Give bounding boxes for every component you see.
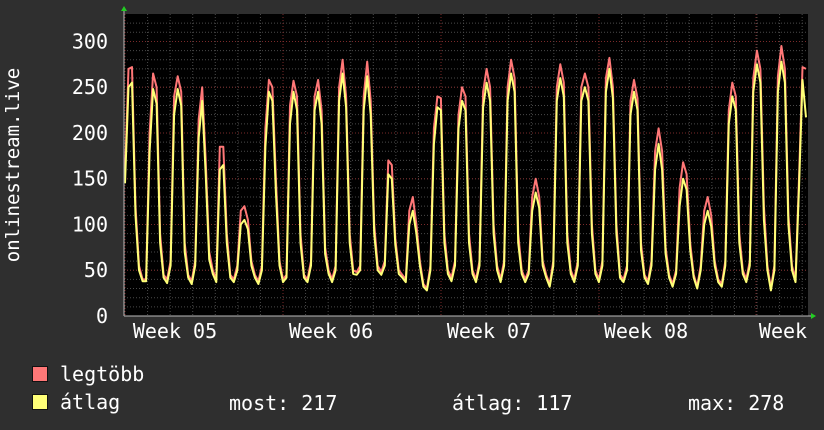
y-tick-label: 200 <box>72 121 108 145</box>
x-tick-label: Week 07 <box>447 319 531 343</box>
x-tick-label: Week 06 <box>289 319 373 343</box>
y-tick-label: 150 <box>72 167 108 191</box>
legend-item-avg: átlag <box>32 390 121 414</box>
y-tick-label: 250 <box>72 75 108 99</box>
axes <box>121 6 816 319</box>
legend-item-max: legtöbb <box>32 362 145 386</box>
tick-labels: 0 50 100 150 200 250 300 Week 05 Week 06 Week 07 W… <box>72 29 807 343</box>
stat-current: most: 217 <box>229 391 338 415</box>
legend-swatch-avg <box>32 394 48 410</box>
y-tick-label: 50 <box>84 258 108 282</box>
y-tick-label: 100 <box>72 212 108 236</box>
x-tick-label: Week 08 <box>604 319 688 343</box>
grid <box>124 14 808 316</box>
x-tick-label: Week 05 <box>133 319 217 343</box>
y-axis-label: onlinestream.live <box>2 68 24 262</box>
y-tick-label: 300 <box>72 29 108 53</box>
legend-swatch-max <box>32 366 48 382</box>
y-tick-label: 0 <box>96 304 108 328</box>
legend-label-avg: átlag <box>60 390 121 414</box>
legend-label-max: legtöbb <box>60 362 145 386</box>
x-axis-arrow <box>811 313 816 319</box>
y-axis-arrow <box>121 6 127 11</box>
x-tick-label: Week <box>759 319 807 343</box>
series-line-avg <box>124 60 807 292</box>
series-lines <box>124 45 807 292</box>
stat-maximum: max: 278 <box>688 391 785 415</box>
stat-average: átlag: 117 <box>452 391 573 415</box>
